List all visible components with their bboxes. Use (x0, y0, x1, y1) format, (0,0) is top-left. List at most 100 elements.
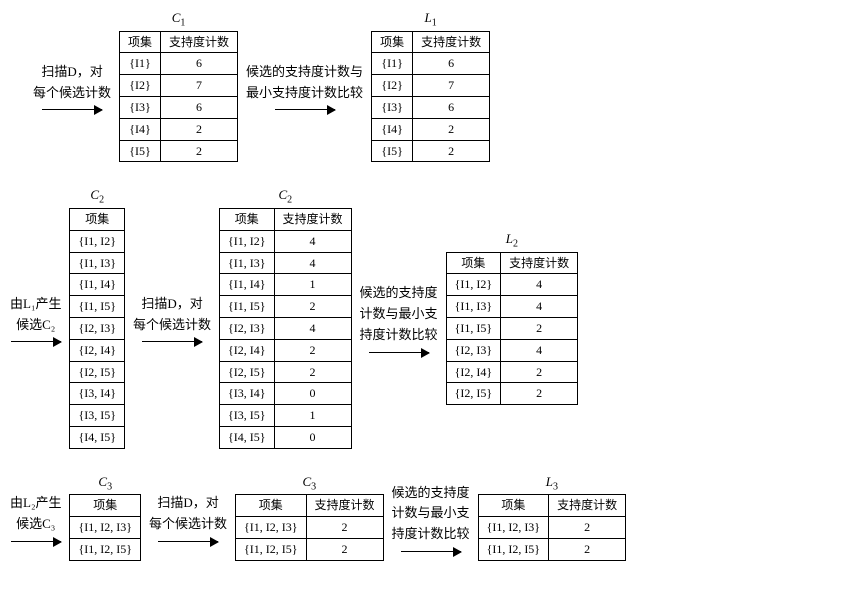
table-row: {I1, I4}1 (220, 274, 352, 296)
table-row: {I5}2 (120, 140, 238, 162)
table-cell: 2 (501, 317, 578, 339)
table-cell: {I3} (120, 96, 161, 118)
table-cell: {I1, I3} (70, 252, 125, 274)
table-l2-wrap: L2 项集支持度计数{I1, I2}4{I1, I3}4{I1, I5}2{I2… (446, 231, 579, 405)
table-cell: {I2, I5} (446, 383, 501, 405)
table-cell: {I1, I5} (446, 317, 501, 339)
table-row: {I3, I4}0 (220, 383, 352, 405)
table-cell: {I1, I2, I3} (236, 517, 307, 539)
table-row: {I3, I5}1 (220, 405, 352, 427)
arrow-6 (11, 541, 61, 542)
table-cell: {I4} (120, 118, 161, 140)
table-row: {I1, I5}2 (446, 317, 578, 339)
table-row: {I1, I2} (70, 230, 125, 252)
table-cell: {I1, I3} (446, 296, 501, 318)
table-cell: 7 (161, 75, 238, 97)
table-cell: {I1, I5} (220, 296, 275, 318)
table-cell: 2 (306, 538, 383, 560)
table-row: {I1, I5}2 (220, 296, 352, 318)
caption-gen-c2: 由L₁产生候选C₂ (10, 294, 61, 336)
table-cell: 2 (413, 140, 490, 162)
table-row: {I1, I2, I5}2 (236, 538, 384, 560)
table-cell: 2 (161, 140, 238, 162)
table-c1: 项集支持度计数{I1}6{I2}7{I3}6{I4}2{I5}2 (119, 31, 238, 163)
table-header: 项集 (372, 31, 413, 53)
caption-gen-c3: 由L₂产生候选C₃ (10, 493, 61, 535)
table-row: {I4}2 (120, 118, 238, 140)
table-row: {I2, I4} (70, 339, 125, 361)
table-cell: 2 (274, 296, 351, 318)
table-cell: {I3, I5} (220, 405, 275, 427)
table-cell: 2 (501, 383, 578, 405)
table-row: {I2, I3} (70, 317, 125, 339)
title-c3a: C3 (98, 474, 112, 493)
table-row: {I2, I4}2 (446, 361, 578, 383)
table-row: {I2, I3}4 (220, 317, 352, 339)
table-cell: {I1, I2} (446, 274, 501, 296)
table-header: 项集 (70, 208, 125, 230)
table-row: {I2}7 (372, 75, 490, 97)
title-c1: C1 (172, 10, 186, 29)
table-row: {I1, I2, I3} (70, 517, 141, 539)
table-row: {I4, I5}0 (220, 426, 352, 448)
table-cell: {I4} (372, 118, 413, 140)
title-c2a: C2 (90, 187, 104, 206)
table-l1-wrap: L1 项集支持度计数{I1}6{I2}7{I3}6{I4}2{I5}2 (371, 10, 490, 162)
table-header: 支持度计数 (549, 495, 626, 517)
table-cell: 6 (413, 96, 490, 118)
table-cell: 2 (161, 118, 238, 140)
row-3: 由L₂产生候选C₃ C3 项集{I1, I2, I3}{I1, I2, I5} … (10, 474, 843, 561)
table-header: 项集 (70, 495, 141, 517)
arrow-1 (42, 109, 102, 110)
table-cell: 6 (161, 96, 238, 118)
step-scan-3: 扫描D，对每个候选计数 (149, 493, 227, 542)
table-cell: 2 (274, 361, 351, 383)
table-row: {I4}2 (372, 118, 490, 140)
table-row: {I1, I2}4 (446, 274, 578, 296)
table-cell: 7 (413, 75, 490, 97)
caption-compare-2: 候选的支持度计数与最小支持度计数比较 (360, 283, 438, 345)
step-gen-c3: 由L₂产生候选C₃ (10, 493, 61, 542)
title-l1: L1 (424, 10, 436, 29)
table-cell: 4 (501, 296, 578, 318)
table-row: {I1, I2}4 (220, 230, 352, 252)
table-c3a-wrap: C3 项集{I1, I2, I3}{I1, I2, I5} (69, 474, 141, 561)
table-c3a: 项集{I1, I2, I3}{I1, I2, I5} (69, 494, 141, 560)
table-cell: {I1, I2, I5} (236, 538, 307, 560)
table-cell: {I2, I4} (446, 361, 501, 383)
table-cell: {I1, I4} (70, 274, 125, 296)
table-row: {I3, I5} (70, 405, 125, 427)
table-header: 支持度计数 (501, 252, 578, 274)
row-2: 由L₁产生候选C₂ C2 项集{I1, I2}{I1, I3}{I1, I4}{… (10, 187, 843, 448)
step-compare-3: 候选的支持度计数与最小支持度计数比较 (392, 483, 470, 552)
table-header: 支持度计数 (306, 495, 383, 517)
arrow-3 (11, 341, 61, 342)
row-1: 扫描D，对每个候选计数 C1 项集支持度计数{I1}6{I2}7{I3}6{I4… (10, 10, 843, 162)
table-cell: 4 (274, 317, 351, 339)
caption-compare-1: 候选的支持度计数与最小支持度计数比较 (246, 62, 363, 104)
table-cell: 2 (413, 118, 490, 140)
table-cell: {I3} (372, 96, 413, 118)
table-cell: 4 (274, 252, 351, 274)
table-row: {I3, I4} (70, 383, 125, 405)
table-header: 支持度计数 (274, 208, 351, 230)
table-cell: 2 (549, 517, 626, 539)
table-row: {I2, I4}2 (220, 339, 352, 361)
table-row: {I1, I2, I5} (70, 538, 141, 560)
table-header: 项集 (446, 252, 501, 274)
table-cell: 4 (501, 274, 578, 296)
caption-scan-2: 扫描D，对每个候选计数 (133, 294, 211, 336)
table-cell: {I2} (372, 75, 413, 97)
table-row: {I1}6 (120, 53, 238, 75)
arrow-8 (401, 551, 461, 552)
table-row: {I2, I5}2 (220, 361, 352, 383)
table-cell: 4 (274, 230, 351, 252)
arrow-7 (158, 541, 218, 542)
table-cell: {I2, I3} (446, 339, 501, 361)
table-header: 项集 (120, 31, 161, 53)
table-cell: {I1, I3} (220, 252, 275, 274)
table-cell: 0 (274, 383, 351, 405)
table-cell: {I3, I4} (220, 383, 275, 405)
table-cell: {I4, I5} (70, 426, 125, 448)
table-cell: {I1, I2, I5} (478, 538, 549, 560)
